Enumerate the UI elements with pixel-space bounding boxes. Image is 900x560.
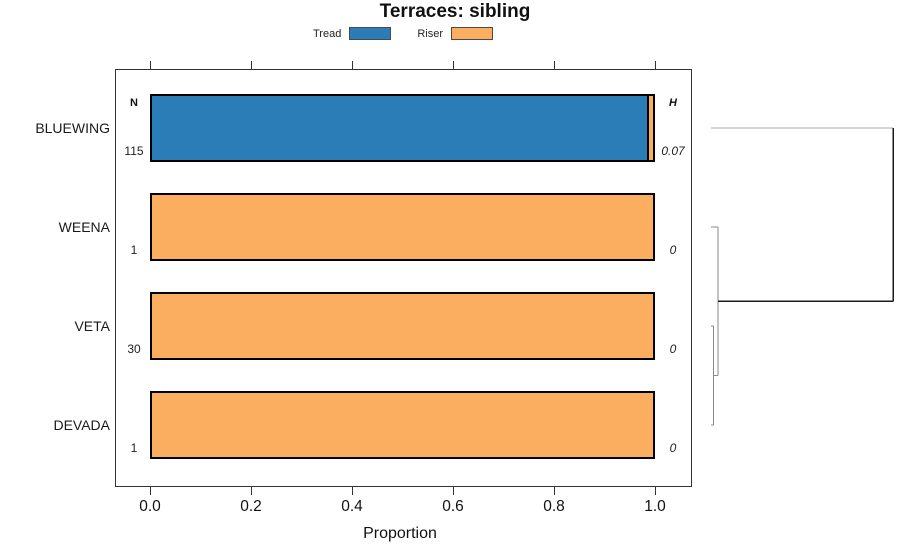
- h-value-weena: 0: [669, 243, 677, 257]
- n-column-header: N: [130, 97, 138, 109]
- bar-veta: [150, 292, 655, 360]
- axis-tick-top: [250, 61, 252, 69]
- axis-tick-bottom: [250, 487, 252, 495]
- bar-bluewing: [150, 94, 655, 162]
- legend-item-label: Tread: [313, 27, 342, 40]
- axis-tick-bottom: [654, 487, 656, 495]
- bar-segment-riser: [152, 294, 653, 358]
- bar-segment-riser: [647, 96, 653, 160]
- axis-tick-bottom: [351, 487, 353, 495]
- legend-swatch-tread: [349, 27, 392, 40]
- n-value-veta: 30: [127, 342, 141, 356]
- category-label-weena: WEENA: [58, 219, 110, 235]
- h-value-devada: 0: [669, 441, 677, 455]
- bar-weena: [150, 193, 655, 261]
- bar-segment-riser: [152, 195, 653, 259]
- axis-tick-label: 0.8: [543, 498, 565, 515]
- axis-tick-label: 0.4: [341, 498, 363, 515]
- bar-segment-riser: [152, 393, 653, 457]
- chart-title: Terraces: sibling: [379, 1, 531, 22]
- h-column-header: H: [669, 97, 677, 109]
- axis-tick-top: [149, 61, 151, 69]
- bar-segment-tread: [152, 96, 648, 160]
- axis-tick-top: [553, 61, 555, 69]
- legend-swatch-riser: [451, 27, 493, 40]
- axis-tick-top: [452, 61, 454, 69]
- axis-tick-bottom: [553, 487, 555, 495]
- legend-item-label: Riser: [417, 27, 443, 40]
- legend-item-tread: Tread: [313, 27, 392, 40]
- axis-tick-label: 0.2: [240, 498, 262, 515]
- axis-tick-label: 0.0: [139, 498, 161, 515]
- n-value-devada: 1: [130, 441, 138, 455]
- h-value-bluewing: 0.07: [661, 144, 685, 158]
- x-axis-title: Proportion: [363, 525, 437, 542]
- legend: Tread Riser: [313, 26, 519, 41]
- axis-tick-bottom: [149, 487, 151, 495]
- axis-tick-label: 0.6: [442, 498, 464, 515]
- axis-tick-bottom: [452, 487, 454, 495]
- axis-tick-label: 1.0: [644, 498, 666, 515]
- category-label-veta: VETA: [74, 318, 110, 334]
- axis-tick-top: [654, 61, 656, 69]
- bar-devada: [150, 391, 655, 459]
- category-label-devada: DEVADA: [53, 417, 110, 433]
- n-value-weena: 1: [130, 243, 138, 257]
- axis-tick-top: [351, 61, 353, 69]
- h-value-veta: 0: [669, 342, 677, 356]
- n-value-bluewing: 115: [124, 144, 144, 158]
- legend-item-riser: Riser: [417, 27, 493, 40]
- category-label-bluewing: BLUEWING: [35, 120, 110, 136]
